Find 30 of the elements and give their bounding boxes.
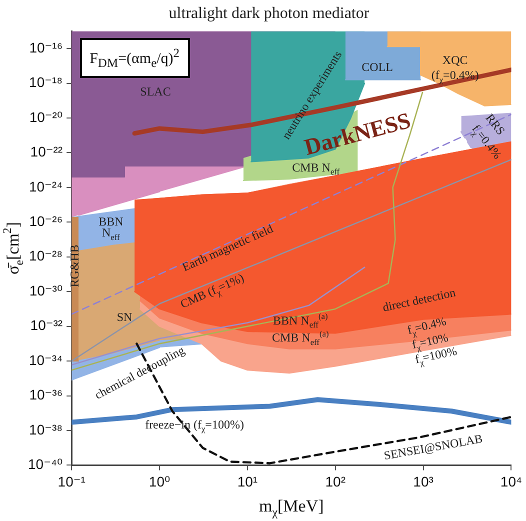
x-tick-label: 10² bbox=[325, 473, 346, 490]
annotation: SLAC bbox=[140, 84, 171, 99]
y-tick-label: 10⁻³⁰ bbox=[29, 282, 63, 298]
annotation: COLL bbox=[362, 60, 393, 74]
y-tick-label: 10⁻¹⁶ bbox=[29, 39, 63, 56]
y-tick-label: 10⁻²⁴ bbox=[28, 178, 63, 194]
chart-title: ultralight dark photon mediator bbox=[168, 4, 370, 22]
y-tick-label: 10⁻²² bbox=[30, 144, 63, 160]
x-tick-label: 10⁴ bbox=[500, 473, 522, 490]
y-axis-title: σ̄e[cm2] bbox=[0, 222, 26, 274]
x-tick-label: 10³ bbox=[413, 473, 434, 490]
y-tick-label: 10⁻¹⁸ bbox=[29, 74, 63, 90]
y-tick-label: 10⁻³⁴ bbox=[28, 352, 63, 368]
y-tick-label: 10⁻²⁶ bbox=[29, 213, 63, 230]
x-tick-label: 10⁰ bbox=[148, 473, 170, 490]
annotation: SN bbox=[116, 310, 133, 324]
y-tick-label: 10⁻³⁶ bbox=[29, 386, 63, 403]
annotation: CMB (fχ=1%) bbox=[178, 270, 246, 312]
y-tick-label: 10⁻³² bbox=[30, 317, 63, 334]
y-tick-label: 10⁻⁴⁰ bbox=[28, 456, 63, 472]
y-tick-label: 10⁻²⁰ bbox=[29, 108, 63, 125]
annotation: XQC bbox=[442, 52, 468, 67]
x-tick-label: 10⁻¹ bbox=[58, 473, 86, 490]
formula-box: F$_{DM}$=(αm$_{e}$/q)$^{2}$ bbox=[80, 38, 190, 78]
annotation: BBN bbox=[98, 214, 124, 228]
x-tick-label: 10¹ bbox=[237, 473, 258, 490]
annotation: RG&HB bbox=[67, 244, 82, 288]
y-tick-label: 10⁻²⁸ bbox=[29, 248, 63, 264]
annotation: direct detection bbox=[381, 285, 457, 314]
y-tick-label: 10⁻³⁸ bbox=[29, 421, 63, 438]
